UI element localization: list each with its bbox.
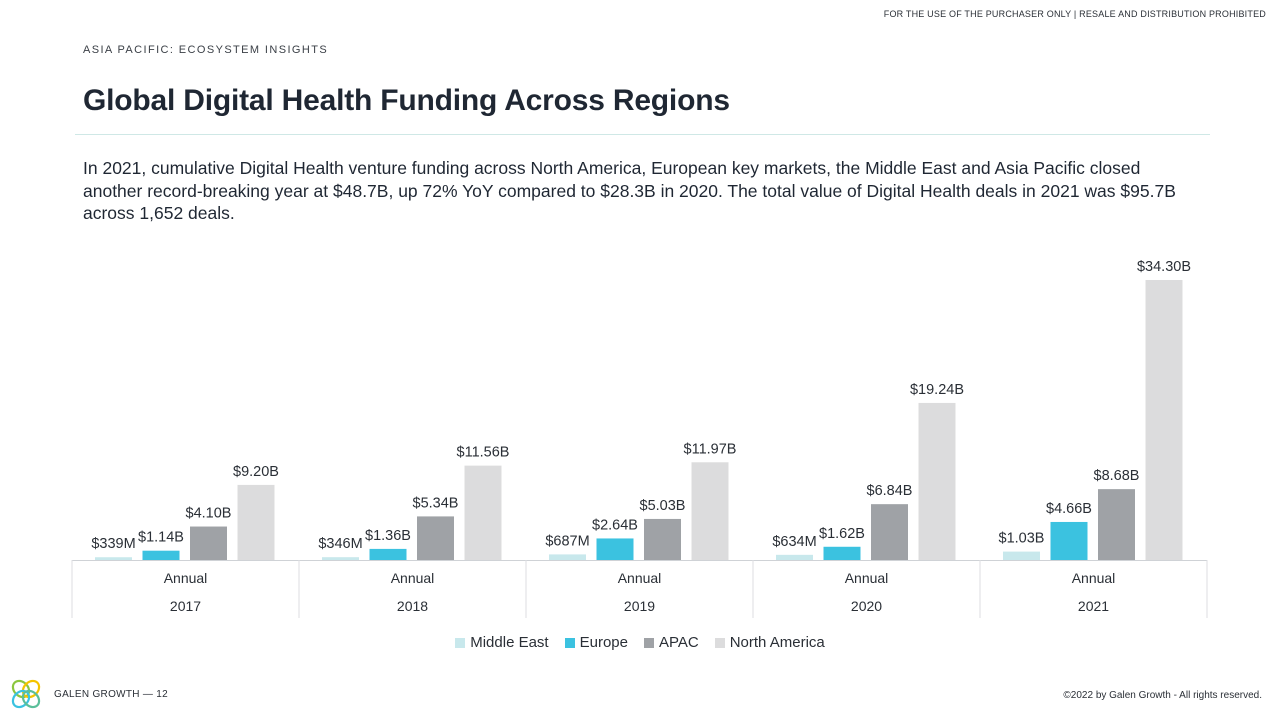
data-label: $6.84B [867,483,913,499]
data-label: $1.62B [819,526,865,542]
data-label: $4.10B [186,506,232,522]
legend-label: North America [729,634,825,651]
legend-item: North America [714,634,825,651]
period-label: Annual [845,570,889,586]
bar [95,557,132,560]
data-label: $5.03B [640,498,686,514]
bar [823,546,861,560]
footer-copyright: ©2022 by Galen Growth - All rights reser… [1063,690,1262,701]
bar [691,462,729,560]
bar [644,518,681,560]
data-label: $4.66B [1046,501,1092,517]
footer-brand: GALEN GROWTH — 12 [10,678,168,710]
bar [549,554,586,560]
x-tick-label: 2019 [624,598,655,614]
bar [142,550,180,560]
data-label: $9.20B [233,464,279,480]
bar [190,526,227,560]
data-label: $11.56B [457,445,510,461]
data-label: $1.36B [365,528,411,544]
legend-swatch [643,637,654,648]
data-label: $634M [772,534,816,550]
bar [464,465,502,560]
galen-growth-logo-icon [11,679,41,709]
bar [776,554,813,560]
x-tick-label: 2018 [397,598,428,614]
x-tick-label: 2021 [1078,598,1109,614]
legend-item: Middle East [455,634,549,651]
legend-item: Europe [564,634,628,651]
data-label: $19.24B [910,382,964,398]
legend-swatch [455,637,466,648]
data-label: $2.64B [592,517,638,533]
bar [1050,521,1088,560]
data-label: $11.97B [684,441,737,457]
data-label: $1.03B [999,531,1045,547]
legend-label: Middle East [470,634,549,651]
legend-label: APAC [658,634,699,651]
legend-label: Europe [579,634,628,651]
bar [918,402,956,560]
data-label: $5.34B [413,495,459,511]
legend-item: APAC [643,634,699,651]
period-label: Annual [1072,570,1116,586]
footer-brand-text: GALEN GROWTH — 12 [54,688,169,700]
period-label: Annual [164,570,208,586]
bar [237,484,275,560]
bar [322,557,359,560]
bar [1003,551,1040,560]
x-tick-label: 2020 [851,598,882,614]
x-tick-label: 2017 [170,598,201,614]
legend-swatch [714,637,725,648]
period-label: Annual [391,570,435,586]
bar [1145,280,1183,560]
data-label: $346M [318,536,362,552]
page-title: Global Digital Health Funding Across Reg… [83,84,730,117]
intro-paragraph: In 2021, cumulative Digital Health ventu… [83,158,1176,223]
chart-legend: Middle East Europe APAC North America [0,634,1280,651]
bar [417,516,454,560]
bar [871,504,908,560]
title-divider [75,134,1210,135]
data-label: $8.68B [1094,468,1140,484]
data-label: $1.14B [138,530,184,546]
bar [369,548,407,560]
data-label: $687M [545,533,589,549]
data-label: $34.30B [1137,259,1191,275]
bar [1098,489,1135,560]
usage-notice: FOR THE USE OF THE PURCHASER ONLY | RESA… [883,9,1266,19]
period-label: Annual [618,570,662,586]
bar [596,538,634,560]
legend-swatch [564,637,575,648]
section-label: ASIA PACIFIC: ECOSYSTEM INSIGHTS [83,44,329,56]
data-label: $339M [91,536,135,552]
